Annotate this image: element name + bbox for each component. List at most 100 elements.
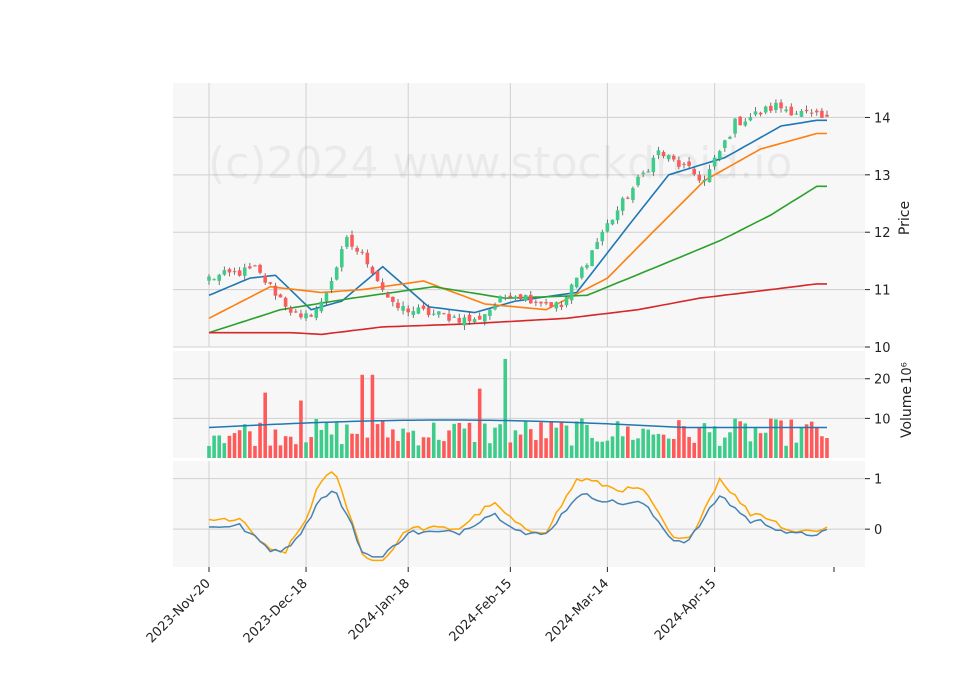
- volume-bar: [615, 421, 620, 458]
- volume-bar: [217, 435, 222, 458]
- candle-body: [324, 292, 329, 302]
- candle-body: [707, 169, 712, 183]
- candle-body: [452, 316, 456, 318]
- volume-bar: [452, 423, 456, 458]
- volume-bar: [309, 437, 313, 458]
- candle-body: [733, 118, 737, 134]
- volume-axis-multiplier: 10⁶: [900, 362, 915, 384]
- candle-body: [641, 172, 645, 174]
- candle-body: [620, 198, 625, 211]
- candle-body: [646, 171, 651, 173]
- volume-bar: [355, 433, 359, 458]
- volume-bar: [406, 432, 410, 458]
- oscillator-tick-label: 1: [874, 473, 882, 488]
- candle-body: [232, 271, 237, 273]
- volume-bar: [794, 442, 799, 458]
- watermark: (c)2024 www.stockdroid.io: [208, 138, 792, 189]
- volume-bar: [329, 434, 334, 458]
- candle-body: [212, 279, 216, 281]
- x-tick-label: 2024-Jan-18: [346, 576, 413, 643]
- candle-body: [677, 160, 681, 167]
- candle-body: [712, 157, 717, 167]
- volume-bar: [763, 432, 768, 458]
- oscillator-line-2: [208, 490, 828, 558]
- volume-bar: [671, 438, 676, 458]
- volume-bar: [375, 424, 380, 458]
- volume-bar: [237, 430, 242, 458]
- volume-bar: [539, 422, 543, 458]
- candle-body: [503, 297, 508, 299]
- volume-bar: [620, 436, 625, 458]
- candle-body: [564, 297, 569, 306]
- volume-bar: [707, 432, 712, 458]
- oscillator-grid: [173, 461, 865, 567]
- candle-body: [467, 314, 472, 322]
- volume-bar: [631, 439, 635, 458]
- candle-body: [590, 250, 594, 267]
- volume-bar: [227, 435, 232, 458]
- moving-average-line-2: [208, 132, 827, 320]
- candle-body: [258, 264, 262, 273]
- moving-average-lines: [208, 119, 827, 336]
- volume-bar: [253, 445, 257, 458]
- x-tick-label: 2023-Dec-18: [241, 576, 311, 646]
- moving-average-line-4: [209, 283, 827, 336]
- candle-body: [651, 157, 656, 173]
- candle-body: [294, 311, 298, 313]
- volume-moving-average: [208, 419, 827, 429]
- volume-bar: [779, 420, 783, 458]
- price-axis-ticks: 10 11 12 13 14: [865, 111, 891, 356]
- volume-bar: [222, 443, 227, 458]
- candle-body: [278, 294, 283, 298]
- volume-bar: [774, 419, 778, 458]
- candle-body: [580, 267, 584, 278]
- candle-body: [457, 317, 462, 323]
- volume-bar: [814, 427, 819, 458]
- volume-bar: [442, 441, 446, 458]
- candle-body: [809, 112, 814, 114]
- price-tick-label: 12: [874, 226, 891, 241]
- candle-body: [462, 317, 467, 326]
- candle-body: [569, 284, 574, 301]
- candle-body: [329, 280, 334, 290]
- volume-bar: [268, 445, 273, 458]
- volume-bar: [391, 429, 395, 458]
- volume-bar: [605, 440, 610, 458]
- candle-body: [799, 110, 804, 117]
- candle-body: [769, 105, 773, 111]
- volume-bar: [569, 445, 574, 458]
- volume-bar: [513, 430, 518, 458]
- candle-body: [283, 297, 288, 307]
- volume-panel: 10 20 Volume 10⁶: [173, 351, 915, 458]
- volume-bar: [232, 433, 237, 458]
- price-tick-label: 10: [874, 341, 891, 356]
- volume-bar: [294, 444, 298, 458]
- volume-bar: [661, 434, 666, 458]
- candle-body: [237, 270, 242, 276]
- candle-body: [534, 301, 538, 303]
- candle-body: [391, 296, 395, 302]
- candle-body: [268, 282, 273, 284]
- volume-bar: [477, 388, 482, 458]
- price-tick-label: 14: [874, 111, 891, 126]
- volume-bar: [467, 422, 472, 458]
- volume-bar: [248, 431, 252, 458]
- candle-body: [242, 267, 247, 276]
- volume-bar: [273, 429, 278, 458]
- volume-bar: [809, 421, 814, 458]
- volume-bar: [692, 442, 696, 458]
- oscillator-line-1: [208, 471, 828, 562]
- candle-body: [288, 307, 293, 313]
- candle-body: [253, 265, 257, 267]
- volume-bar: [503, 358, 508, 458]
- candle-body: [431, 313, 436, 315]
- volume-bar: [636, 438, 640, 458]
- candle-body: [437, 311, 441, 315]
- volume-bar: [738, 421, 742, 458]
- candlesticks: [207, 99, 829, 330]
- oscillator-lines: [208, 471, 828, 562]
- candle-body: [426, 307, 431, 316]
- price-tick-label: 11: [874, 284, 891, 299]
- volume-bar: [472, 441, 477, 458]
